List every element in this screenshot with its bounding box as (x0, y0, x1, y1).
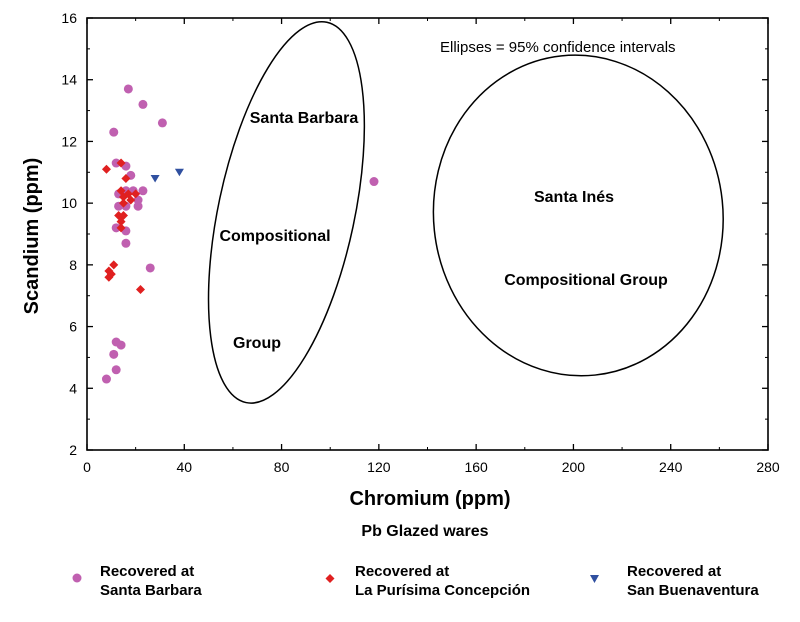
point-santa-barbara (138, 186, 148, 196)
ellipse-santa-barbara (207, 20, 366, 404)
point-la-purisima (131, 189, 141, 199)
group-label-sb-2: Compositional (219, 228, 330, 245)
x-tick-label: 0 (83, 459, 91, 475)
point-santa-barbara (111, 223, 121, 233)
point-santa-barbara (157, 118, 167, 128)
legend: Recovered at Santa Barbara Recovered at … (72, 563, 759, 599)
group-label-sb-1: Santa Barbara (250, 110, 359, 127)
y-tick-label: 6 (69, 319, 77, 335)
point-santa-barbara (138, 99, 148, 109)
point-san-buenaventura (150, 174, 160, 183)
x-tick-label: 240 (659, 459, 683, 475)
point-santa-barbara (101, 374, 111, 384)
x-tick-label: 80 (274, 459, 290, 475)
y-tick-label: 14 (61, 72, 77, 88)
point-santa-barbara (123, 84, 133, 94)
point-la-purisima (136, 285, 146, 295)
group-label-sb-3: Group (233, 335, 281, 352)
legend-label-2-line2: La Purísima Concepción (355, 582, 530, 599)
point-santa-barbara (111, 158, 121, 168)
point-san-buenaventura (174, 168, 184, 177)
x-tick-label: 40 (176, 459, 192, 475)
y-tick-label: 12 (61, 133, 77, 149)
legend-label-3-line1: Recovered at (627, 563, 721, 580)
point-la-purisima (118, 192, 128, 202)
point-la-purisima (118, 198, 128, 208)
point-santa-barbara (133, 201, 143, 211)
group-label-si-2: Compositional Group (504, 272, 668, 289)
point-santa-barbara (121, 238, 131, 248)
point-santa-barbara (145, 263, 155, 273)
y-tick-label: 10 (61, 195, 77, 211)
x-tick-label: 200 (562, 459, 586, 475)
plot-frame (86, 17, 769, 451)
point-la-purisima (126, 195, 136, 205)
ellipse-santa-ines (432, 54, 724, 377)
legend-marker-san-buenaventura (590, 575, 599, 583)
legend-marker-la-purisima (325, 574, 335, 583)
point-la-purisima (101, 164, 111, 174)
x-tick-label: 160 (464, 459, 488, 475)
y-tick-label: 2 (69, 442, 77, 458)
legend-label-3-line2: San Buenaventura (627, 582, 759, 599)
legend-label-1-line2: Santa Barbara (100, 582, 202, 599)
point-santa-barbara (369, 177, 379, 187)
x-tick-label: 280 (756, 459, 780, 475)
y-axis-title: Scandium (ppm) (21, 158, 43, 315)
x-axis-title: Chromium (ppm) (349, 488, 510, 510)
y-tick-label: 16 (61, 10, 77, 26)
y-tick-label: 8 (69, 257, 77, 273)
y-tick-label: 4 (69, 380, 77, 396)
point-santa-barbara (109, 127, 119, 137)
point-santa-barbara (116, 340, 126, 350)
legend-marker-santa-barbara (72, 573, 82, 583)
point-la-purisima (116, 158, 126, 168)
point-la-purisima (121, 173, 131, 183)
legend-label-2-line1: Recovered at (355, 563, 449, 580)
legend-label-1-line1: Recovered at (100, 563, 194, 580)
point-la-purisima (109, 260, 119, 270)
x-tick-label: 120 (367, 459, 391, 475)
point-la-purisima (104, 272, 114, 282)
point-la-purisima (116, 217, 126, 227)
point-la-purisima (116, 223, 126, 233)
chart-subtitle: Pb Glazed wares (361, 523, 488, 540)
group-label-si-1: Santa Inés (534, 189, 614, 206)
annotation-text: Ellipses = 95% confidence intervals (440, 39, 676, 56)
point-santa-barbara (109, 349, 119, 359)
point-santa-barbara (111, 365, 121, 375)
